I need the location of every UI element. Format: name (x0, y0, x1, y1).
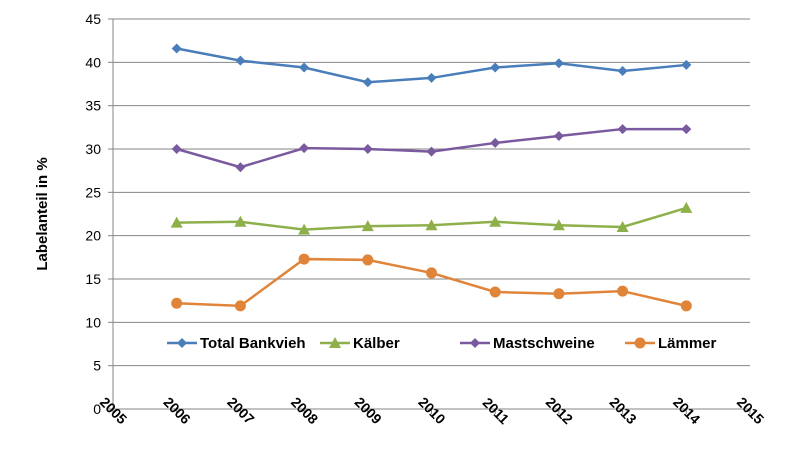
data-point (426, 146, 437, 157)
data-point (362, 144, 373, 154)
data-point (553, 288, 565, 300)
legend-marker (329, 337, 341, 348)
legend-label: Total Bankvieh (200, 335, 306, 352)
data-point (425, 219, 438, 231)
data-point (170, 216, 183, 228)
data-point (234, 215, 247, 227)
x-tick-label: 2006 (161, 394, 194, 427)
data-point (426, 267, 437, 279)
data-point (299, 143, 310, 154)
x-tick-label: 2012 (543, 394, 576, 427)
data-point (426, 72, 437, 83)
x-tick-label: 2009 (352, 394, 385, 427)
data-point (490, 137, 501, 148)
data-point (235, 55, 246, 66)
data-point (552, 219, 565, 231)
data-point (489, 215, 502, 227)
y-tick-label: 20 (85, 228, 101, 244)
x-tick-label: 2007 (224, 394, 257, 427)
data-point (616, 221, 629, 232)
y-tick-label: 10 (85, 314, 101, 330)
x-tick-label: 2015 (734, 394, 767, 427)
data-point (171, 297, 183, 309)
data-point (298, 223, 311, 235)
y-tick-label: 15 (85, 271, 101, 287)
legend-marker (177, 338, 187, 348)
legend-label: Mastschweine (493, 335, 595, 352)
x-tick-label: 2008 (288, 394, 321, 427)
data-point (361, 220, 374, 232)
x-tick-label: 2013 (606, 394, 639, 427)
data-point (680, 300, 692, 312)
x-tick-label: 2005 (97, 394, 130, 427)
data-point (298, 253, 310, 265)
x-tick-label: 2014 (670, 394, 703, 427)
y-tick-label: 25 (85, 184, 101, 200)
data-point (171, 144, 182, 154)
x-tick-label: 2010 (415, 394, 448, 427)
data-point (489, 286, 501, 298)
data-point (490, 62, 501, 73)
series-line (176, 257, 687, 308)
legend-marker (470, 338, 480, 348)
data-point (553, 58, 564, 69)
legend-label: Kälber (353, 335, 400, 352)
data-point (553, 131, 564, 141)
data-point (681, 124, 692, 135)
y-tick-label: 0 (93, 401, 101, 417)
data-point (299, 62, 310, 73)
y-tick-label: 40 (85, 54, 101, 70)
data-point (617, 66, 628, 76)
x-tick-label: 2011 (480, 394, 513, 427)
y-tick-label: 30 (85, 141, 101, 157)
data-point (617, 285, 629, 297)
data-point (234, 300, 246, 312)
y-tick-label: 45 (85, 11, 101, 27)
data-point (681, 59, 692, 70)
data-point (171, 43, 182, 54)
legend-marker (634, 337, 646, 349)
data-point (617, 124, 628, 135)
data-point (362, 77, 373, 88)
y-tick-label: 5 (93, 358, 101, 374)
y-tick-label: 35 (85, 98, 101, 114)
data-point (680, 201, 693, 213)
data-point (235, 162, 246, 173)
y-axis-title: Labelanteil in % (34, 157, 51, 270)
data-point (362, 254, 374, 266)
legend-label: Lämmer (658, 335, 717, 352)
